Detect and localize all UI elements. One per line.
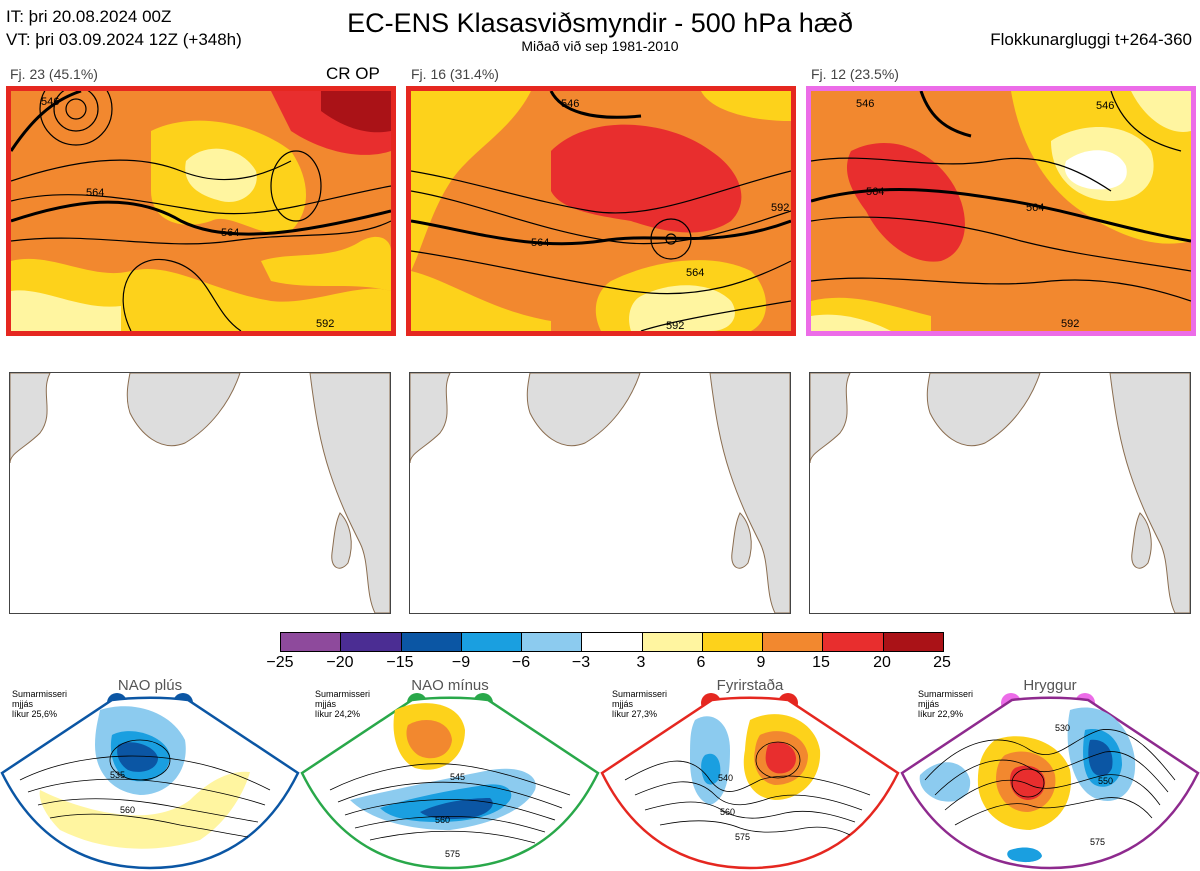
regime-ridge-info: Sumarmisseri mjjás líkur 22,9% — [918, 689, 973, 719]
colorbar-swatch — [341, 633, 402, 651]
cluster-3-label: Fj. 12 (23.5%) — [811, 66, 899, 82]
cluster-1-label: Fj. 23 (45.1%) — [10, 66, 98, 82]
regime-contour-label: 560 — [435, 815, 450, 825]
regime-likelihood: líkur 22,9% — [918, 709, 964, 719]
regime-contour-label: 545 — [450, 772, 465, 782]
init-time: IT: þri 20.08.2024 00Z — [6, 7, 172, 26]
colorbar-swatch — [461, 633, 523, 651]
cluster-3-contour-5: 592 — [1061, 318, 1079, 330]
cluster-2-label: Fj. 16 (31.4%) — [411, 66, 499, 82]
valid-time: VT: þri 03.09.2024 12Z (+348h) — [6, 30, 242, 49]
regime-season: Sumarmisseri — [918, 689, 974, 699]
colorbar-tick: 3 — [636, 654, 646, 671]
cluster-2-contour-4: 592 — [771, 202, 789, 214]
regime-blocking-title: Fyrirstaða — [716, 677, 784, 694]
header-times: IT: þri 20.08.2024 00Z VT: þri 03.09.202… — [6, 5, 242, 51]
regime-likelihood: líkur 25,6% — [12, 709, 58, 719]
regime-season: Sumarmisseri — [612, 689, 668, 699]
regime-blocking-info: Sumarmisseri mjjás líkur 27,3% — [612, 689, 667, 719]
regime-contour-label: 535 — [110, 770, 125, 780]
colorbar-tick: −25 — [266, 654, 294, 671]
regime-nao-plus-title: NAO plús — [117, 677, 183, 694]
colorbar-swatch — [642, 633, 703, 651]
regime-nao-plus-info: Sumarmisseri mjjás líkur 25,6% — [12, 689, 67, 719]
regime-nao-plus: NAO plús Sumarmisseri mjjás líkur 25,6% … — [0, 677, 300, 871]
regime-nao-minus: NAO mínus Sumarmisseri mjjás líkur 24,2%… — [300, 677, 600, 871]
map-panel-3 — [809, 372, 1191, 614]
colorbar — [280, 632, 944, 652]
regime-likelihood: líkur 27,3% — [612, 709, 658, 719]
regime-period: mjjás — [612, 699, 634, 709]
cluster-1-contour-4: 592 — [316, 318, 334, 330]
regime-contour-label: 560 — [720, 807, 735, 817]
regime-contour-label: 530 — [1055, 723, 1070, 733]
regime-ridge: Hryggur Sumarmisseri mjjás líkur 22,9% 5… — [900, 677, 1200, 871]
colorbar-swatch — [522, 633, 583, 651]
cluster-1-contour-3: 564 — [221, 227, 239, 239]
cluster-1-map: 546 564 564 592 — [6, 86, 396, 336]
regime-period: mjjás — [918, 699, 940, 709]
regime-ridge-title: Hryggur — [1023, 677, 1077, 694]
regime-period: mjjás — [12, 699, 34, 709]
colorbar-tick: −9 — [451, 654, 471, 671]
regime-period: mjjás — [315, 699, 337, 709]
cluster-2-map: 546 564 564 592 592 — [406, 86, 796, 336]
colorbar-swatch — [763, 633, 824, 651]
regime-contour-label: 575 — [735, 832, 750, 842]
cluster-3-contour-4: 564 — [1026, 202, 1044, 214]
regime-contour-label: 550 — [1098, 776, 1113, 786]
colorbar-swatch — [401, 633, 462, 651]
regime-contour-label: 540 — [718, 773, 733, 783]
regime-season: Sumarmisseri — [12, 689, 68, 699]
cluster-3-map: 546 546 564 564 592 — [806, 86, 1196, 336]
page-title: EC-ENS Klasasviðsmyndir - 500 hPa hæð — [347, 8, 853, 38]
colorbar-swatch — [702, 633, 764, 651]
colorbar-swatch — [883, 633, 943, 651]
regime-nao-minus-title: NAO mínus — [411, 677, 489, 694]
colorbar-tick: 9 — [756, 654, 766, 671]
cluster-2-contour-1: 546 — [561, 98, 579, 110]
cluster-2-contour-3: 564 — [686, 267, 704, 279]
colorbar-tick: 15 — [812, 654, 830, 671]
colorbar-tick: −20 — [326, 654, 354, 671]
colorbar-tick: 6 — [696, 654, 706, 671]
regime-contour-label: 575 — [445, 849, 460, 859]
cluster-2-contour-5: 592 — [666, 320, 684, 331]
page-subtitle: Miðað við sep 1981-2010 — [521, 38, 679, 54]
colorbar-swatch — [823, 633, 884, 651]
window-label: Flokkunargluggi t+264-360 — [990, 30, 1192, 49]
cluster-1-contour-1: 546 — [41, 96, 59, 108]
regime-likelihood: líkur 24,2% — [315, 709, 361, 719]
cluster-1-contour-2: 564 — [86, 187, 104, 199]
colorbar-tick: −3 — [571, 654, 591, 671]
colorbar-swatch — [582, 633, 643, 651]
cluster-2-contour-2: 564 — [531, 237, 549, 249]
cluster-3-contour-3: 564 — [866, 186, 884, 198]
regime-contour-label: 560 — [120, 805, 135, 815]
cluster-3-contour-2: 546 — [1096, 100, 1114, 112]
colorbar-tick: −6 — [511, 654, 531, 671]
cluster-1-tag: CR OP — [326, 64, 380, 83]
cluster-3-contour-1: 546 — [856, 98, 874, 110]
map-panel-1 — [9, 372, 391, 614]
regime-blocking: Fyrirstaða Sumarmisseri mjjás líkur 27,3… — [600, 677, 900, 871]
colorbar-swatch — [281, 633, 342, 651]
colorbar-tick: 20 — [873, 654, 891, 671]
colorbar-tick: 25 — [933, 654, 951, 671]
regime-season: Sumarmisseri — [315, 689, 371, 699]
regime-nao-minus-info: Sumarmisseri mjjás líkur 24,2% — [315, 689, 370, 719]
regime-contour-label: 575 — [1090, 837, 1105, 847]
colorbar-tick: −15 — [386, 654, 414, 671]
map-panel-2 — [409, 372, 791, 614]
